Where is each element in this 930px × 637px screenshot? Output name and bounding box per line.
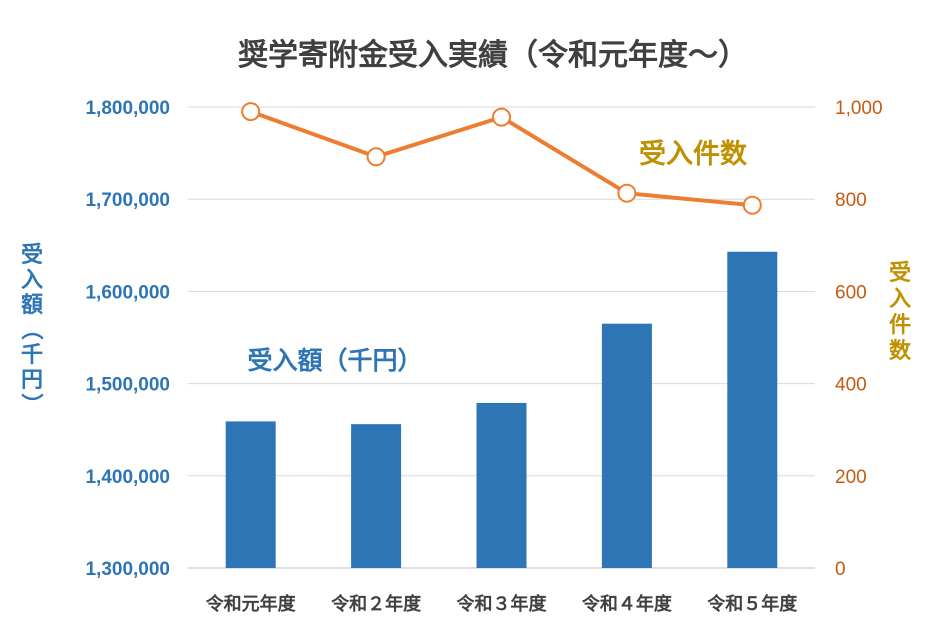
- x-tick-label: 令和４年度: [581, 593, 673, 615]
- y-left-axis-label-char: 受: [21, 242, 43, 268]
- y-right-tick-label: 0: [835, 559, 846, 580]
- y-left-tick-label: 1,600,000: [85, 282, 170, 303]
- y-right-tick-label: 800: [835, 190, 867, 211]
- bar-series-label: 受入額（千円）: [247, 346, 422, 375]
- y-right-tick-label: 200: [835, 467, 867, 488]
- y-right-tick-label: 600: [835, 282, 867, 303]
- bar: [727, 251, 778, 568]
- y-right-axis-label-char: 件: [889, 313, 911, 338]
- y-left-tick-label: 1,400,000: [85, 467, 170, 488]
- y-left-axis-label-char: 千: [21, 343, 43, 368]
- y-left-axis-label-char: （: [18, 318, 43, 340]
- y-left-axis-label-char: 入: [21, 268, 43, 293]
- y-axis-right: 0 200 400 600 800 1,000: [835, 98, 883, 580]
- y-right-axis-label-char: 受: [889, 260, 911, 286]
- y-left-tick-label: 1,800,000: [85, 98, 170, 119]
- y-right-tick-label: 400: [835, 375, 867, 396]
- bar: [601, 323, 652, 568]
- line-series: [241, 102, 762, 215]
- y-left-axis-label-char: 額: [21, 292, 43, 318]
- x-axis: 令和元年度 令和２年度 令和３年度 令和４年度 令和５年度: [205, 593, 799, 615]
- bar: [476, 402, 527, 568]
- bar-series: [225, 251, 778, 568]
- y-right-axis-label-char: 数: [889, 338, 912, 364]
- y-left-tick-label: 1,700,000: [85, 190, 170, 211]
- x-tick-label: 令和５年度: [706, 593, 798, 615]
- y-axis-left: 1,300,000 1,400,000 1,500,000 1,600,000 1,70…: [85, 98, 170, 580]
- line-point: [492, 107, 511, 127]
- x-tick-label: 令和元年度: [205, 593, 297, 615]
- gridlines: [188, 106, 815, 569]
- x-tick-label: 令和２年度: [330, 593, 422, 615]
- line-series-label: 受入件数: [639, 138, 748, 170]
- y-right-tick-label: 1,000: [835, 98, 883, 119]
- x-tick-label: 令和３年度: [456, 593, 548, 615]
- bar: [225, 421, 276, 568]
- chart-title: 奨学寄附金受入実績（令和元年度～）: [238, 38, 748, 73]
- y-left-tick-label: 1,300,000: [85, 559, 170, 580]
- line-point: [241, 102, 261, 122]
- line-point: [366, 147, 386, 167]
- line-point: [742, 195, 762, 215]
- bar: [351, 424, 402, 568]
- y-left-axis-label-char: 円: [21, 368, 43, 393]
- y-left-tick-label: 1,500,000: [85, 375, 170, 396]
- y-right-axis-label-char: 入: [889, 287, 911, 312]
- line-point: [617, 183, 637, 203]
- y-left-axis-label-char: ）: [18, 393, 43, 415]
